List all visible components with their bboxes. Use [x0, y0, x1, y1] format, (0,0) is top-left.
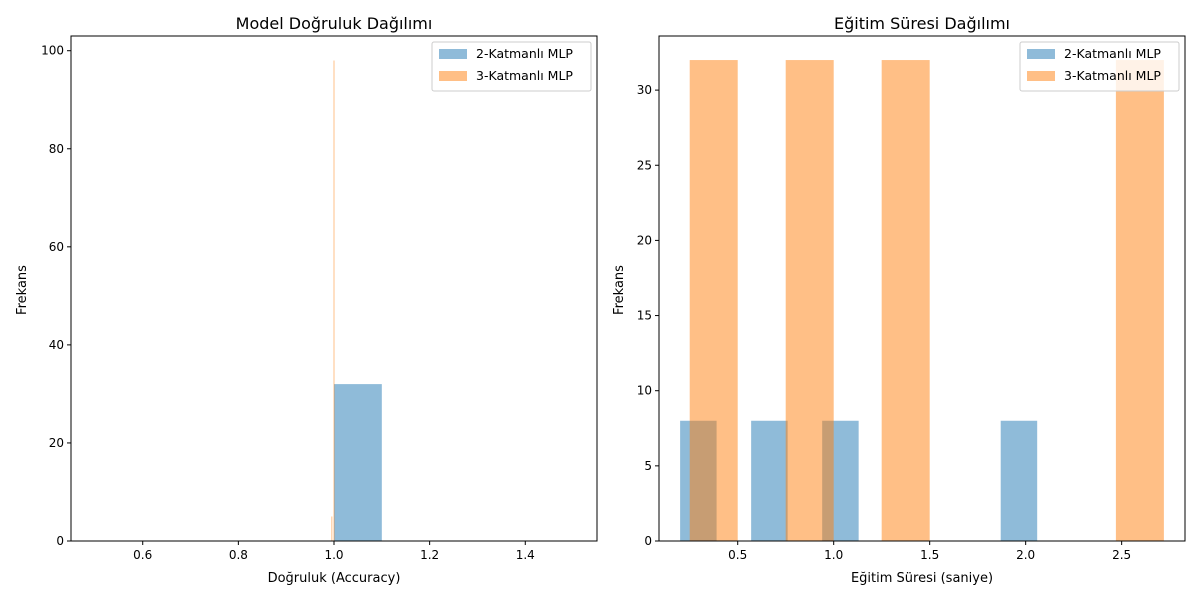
y-tick-label: 20	[49, 436, 64, 450]
y-tick-label: 0	[56, 534, 64, 548]
series-2	[689, 60, 1164, 542]
histogram-bar	[331, 516, 333, 541]
x-axis-label: Doğruluk (Accuracy)	[268, 571, 401, 586]
x-tick-label: 0.6	[133, 548, 152, 562]
legend-label: 3-Katmanlı MLP	[1064, 68, 1161, 83]
histogram-bar	[1115, 60, 1164, 542]
y-tick-label: 10	[637, 384, 652, 398]
y-tick-label: 100	[41, 44, 64, 58]
y-tick-label: 40	[49, 338, 64, 352]
y-tick-label: 20	[637, 233, 652, 247]
y-tick-label: 15	[637, 309, 652, 323]
histogram-bar	[334, 384, 382, 541]
legend-swatch	[1027, 71, 1055, 81]
plot-area: 0.6 0.8 1.0 1.2 1.4 0 20 40 60 80 100	[41, 35, 598, 562]
legend-swatch	[439, 49, 467, 59]
plot-area: 0.5 1.0 1.5 2.0 2.5 0 5 10 15 20 25 30	[637, 35, 1186, 562]
histogram-bar	[751, 420, 788, 541]
series-1	[334, 384, 382, 541]
legend-label: 2-Katmanlı MLP	[476, 46, 573, 61]
x-tick-label: 1.2	[420, 548, 439, 562]
y-tick-label: 5	[644, 459, 652, 473]
histogram-bar	[333, 60, 335, 542]
legend-label: 2-Katmanlı MLP	[1064, 46, 1161, 61]
chart-title: Eğitim Süresi Dağılımı	[834, 14, 1010, 33]
y-tick-label: 0	[644, 534, 652, 548]
histogram-bar	[689, 60, 738, 542]
x-tick-label: 2.5	[1112, 548, 1131, 562]
x-tick-label: 1.5	[920, 548, 939, 562]
axes-frame	[658, 35, 1186, 542]
y-tick-label: 25	[637, 158, 652, 172]
y-tick-label: 80	[49, 142, 64, 156]
chart-title: Model Doğruluk Dağılımı	[236, 14, 433, 33]
legend: 2-Katmanlı MLP 3-Katmanlı MLP	[431, 41, 592, 92]
legend-swatch	[1027, 49, 1055, 59]
legend-label: 3-Katmanlı MLP	[476, 68, 573, 83]
x-tick-label: 1.4	[516, 548, 535, 562]
x-tick-label: 1.0	[324, 548, 343, 562]
histogram-bar	[1000, 420, 1038, 541]
legend-frame	[1019, 41, 1180, 92]
legend-frame	[431, 41, 592, 92]
x-axis-label: Eğitim Süresi (saniye)	[851, 571, 993, 586]
x-tick-label: 2.0	[1016, 548, 1035, 562]
y-tick-label: 30	[637, 83, 652, 97]
x-tick-label: 0.5	[728, 548, 747, 562]
x-tick-label: 1.0	[824, 548, 843, 562]
y-tick-label: 60	[49, 240, 64, 254]
legend: 2-Katmanlı MLP 3-Katmanlı MLP	[1019, 41, 1180, 92]
histogram-bar	[785, 60, 834, 542]
accuracy-histogram: Model Doğruluk Dağılımı 0.6 0.8 1.0 1.2 1.40…	[15, 14, 598, 586]
histogram-bar	[881, 60, 930, 542]
series-2	[331, 60, 335, 542]
x-tick-label: 0.8	[229, 548, 248, 562]
legend-swatch	[439, 71, 467, 81]
y-axis-label: Frekans	[15, 265, 30, 315]
training-time-histogram: Eğitim Süresi Dağılımı 0.5 1.0 1.5 2.0 2.5 0 5…	[612, 14, 1186, 586]
y-axis-label: Frekans	[612, 265, 627, 315]
